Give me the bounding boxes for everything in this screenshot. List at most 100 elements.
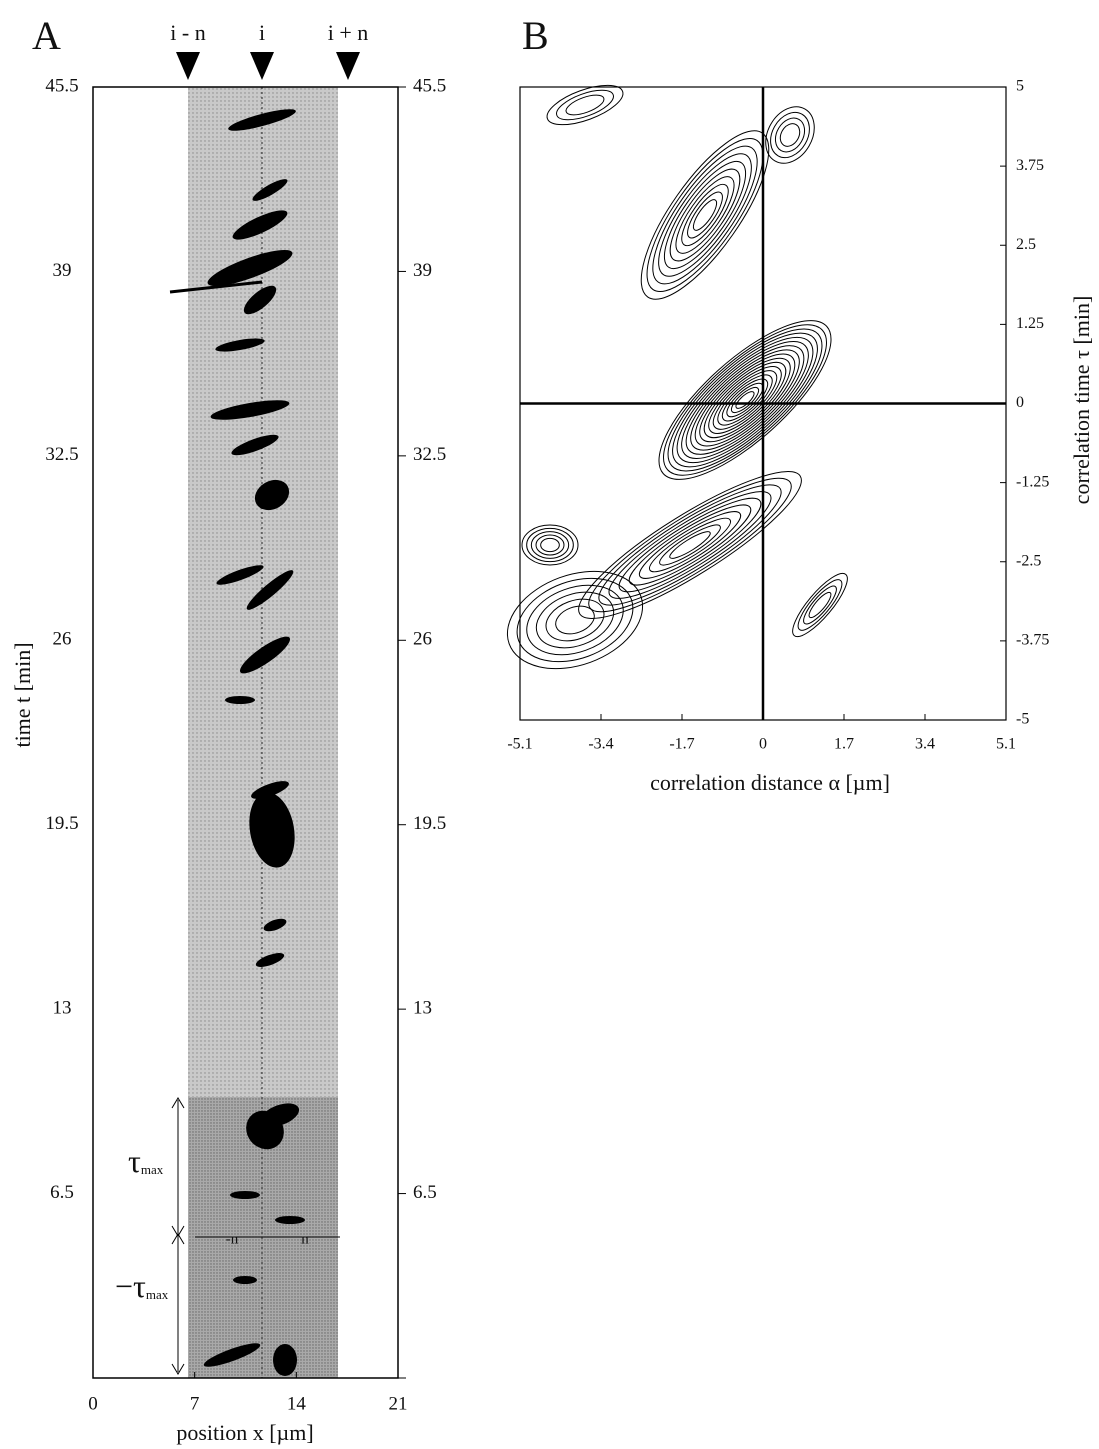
contour-line [808, 591, 832, 619]
contour-line [676, 336, 814, 464]
contour-line [526, 527, 574, 563]
contour-line [535, 534, 565, 556]
arrowheads [171, 1097, 185, 1375]
y-tick-label: -5 [1016, 711, 1029, 728]
feature [240, 636, 290, 674]
contour-line [803, 585, 837, 625]
annotation-symbol: −τ [115, 1268, 146, 1304]
feature [251, 781, 289, 799]
x-tick-label: 14 [287, 1393, 307, 1414]
annotation: τmax [128, 1143, 164, 1179]
feature [230, 1191, 260, 1199]
annotation-subscript: max [146, 1287, 169, 1302]
contours [506, 84, 848, 670]
y-tick-label-right: 26 [413, 629, 432, 650]
contour-line [648, 517, 732, 573]
feature [275, 1216, 305, 1224]
x-tick-label: 1.7 [834, 736, 854, 753]
x-tick-label: -5.1 [507, 736, 532, 753]
feature [255, 953, 285, 967]
feature [273, 1344, 297, 1376]
y-axis-label: correlation time τ [min] [1069, 296, 1094, 505]
y-tick-label-right: 19.5 [413, 813, 446, 834]
contour-line [663, 324, 827, 476]
contour-line [669, 531, 711, 559]
contour-line [555, 605, 595, 635]
contour-line [703, 361, 787, 439]
contour-line [545, 598, 605, 642]
y-tick-label-right: 45.5 [413, 75, 446, 96]
contour-line [699, 357, 791, 443]
contour-line [681, 183, 729, 247]
x-tick-label: 7 [190, 1393, 200, 1414]
marker-arrow [336, 52, 360, 80]
annotation-symbol: τ [128, 1143, 141, 1179]
contour-line [681, 341, 809, 459]
contour-line [669, 168, 741, 262]
y-tick-label: 32.5 [45, 444, 78, 465]
contour-line [640, 130, 770, 300]
contour-line [694, 353, 796, 447]
contour-line [708, 366, 782, 434]
x-tick-label: -3.4 [588, 736, 613, 753]
y-tick-label: 39 [53, 260, 72, 281]
y-tick-label: 2.5 [1016, 236, 1036, 253]
contour-line [540, 537, 560, 553]
contour-line [721, 378, 769, 422]
contour-line [770, 111, 810, 159]
marker-arrow [250, 52, 274, 80]
y-tick-label: 1.25 [1016, 315, 1044, 332]
feature [216, 565, 264, 585]
annotation: -n [226, 1231, 239, 1247]
feature [215, 338, 265, 352]
contour-line [685, 345, 805, 455]
x-tick-label: 0 [759, 736, 767, 753]
contour-line [565, 94, 605, 116]
feature [203, 1343, 261, 1367]
contour-line [765, 106, 815, 164]
marker-label: i - n [170, 20, 205, 45]
y-tick-label: 3.75 [1016, 157, 1044, 174]
contour-line [652, 145, 758, 285]
contour-line [797, 579, 843, 631]
y-tick-label-right: 39 [413, 260, 432, 281]
frame [92, 86, 399, 1379]
x-axis-label: correlation distance α [µm] [650, 770, 890, 795]
contour-line [779, 123, 801, 147]
panel-label: B [522, 13, 549, 58]
feature [228, 109, 296, 131]
annotation-subscript: max [141, 1162, 164, 1177]
contour-line [792, 572, 848, 638]
contour-line [628, 504, 752, 586]
contour-line [658, 153, 752, 277]
y-tick-label-right: 13 [413, 998, 432, 1019]
y-tick-label-right: 6.5 [413, 1182, 437, 1203]
contour-line [726, 382, 764, 418]
annotation: −τmax [115, 1268, 169, 1304]
contour-line [712, 370, 778, 430]
marker-arrow [176, 52, 200, 80]
y-tick-label: 19.5 [45, 813, 78, 834]
contour-line [618, 497, 762, 593]
contour-line [530, 531, 570, 559]
y-tick-label: 26 [53, 629, 72, 650]
contour-line [588, 477, 792, 613]
feature [232, 210, 288, 240]
contour-line [672, 332, 818, 468]
feature [263, 918, 287, 932]
x-tick-label: 0 [88, 1393, 98, 1414]
feature [210, 400, 290, 420]
y-tick-label: -1.25 [1016, 473, 1049, 490]
y-tick-label: -3.75 [1016, 632, 1049, 649]
feature [231, 434, 279, 456]
contour-line [535, 591, 615, 649]
contour-line [578, 471, 802, 619]
y-axis-label: time t [min] [10, 642, 35, 747]
contour-line [506, 570, 644, 670]
y-tick-label: 6.5 [50, 1182, 74, 1203]
contour-line [659, 524, 721, 566]
y-tick-label: 45.5 [45, 75, 78, 96]
feature [243, 285, 277, 315]
